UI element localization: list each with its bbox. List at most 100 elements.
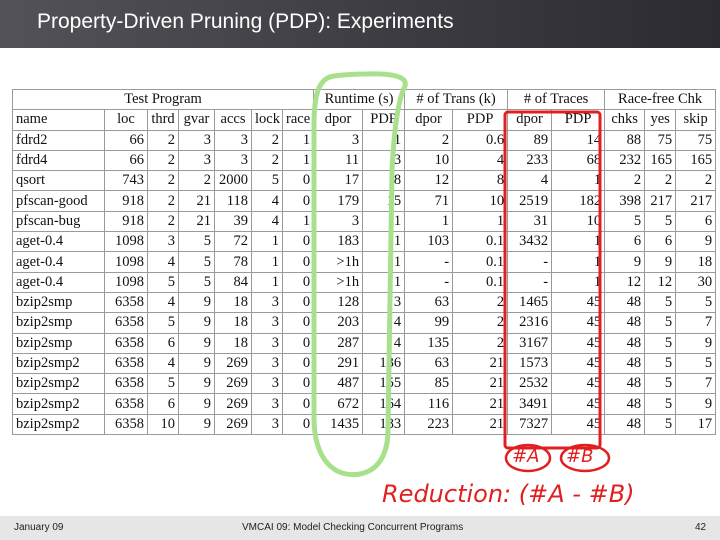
program-name-cell: qsort bbox=[12, 170, 105, 192]
table-cell: 269 bbox=[214, 373, 252, 395]
column-header-cell: PDP bbox=[362, 109, 406, 131]
table-row: qsort 743 2 2 2000 5 0 17 8 12 8 4 1 2 2 2 bbox=[12, 170, 717, 192]
table-row: bzip2smp 6358 4 9 18 3 0 128 3 63 2 1465 45 48 5 5 bbox=[12, 291, 717, 314]
table-cell: 4 bbox=[362, 312, 406, 334]
table-cell: 3 bbox=[251, 373, 283, 395]
table-cell: 9 bbox=[675, 332, 717, 354]
table-cell: 0 bbox=[281, 332, 315, 354]
table-cell: 2 bbox=[644, 170, 677, 192]
table-cell: 5 bbox=[604, 210, 646, 233]
program-name-cell: fdrd2 bbox=[12, 129, 105, 151]
group-header-cell: Race-free Chk bbox=[604, 88, 717, 111]
table-row: pfscan-good 918 2 21 118 4 0 179 15 71 10 2519 182 39… bbox=[12, 190, 717, 212]
table-row: bzip2smp2 6358 6 9 269 3 0 672 164 116 21 3491 45 48 5… bbox=[12, 393, 717, 415]
table-cell: 5 bbox=[675, 352, 717, 375]
table-cell: 1 bbox=[362, 129, 406, 151]
table-cell: 1 bbox=[281, 129, 315, 151]
table-cell: 233 bbox=[507, 149, 553, 172]
table-cell: 5 bbox=[644, 332, 677, 354]
results-table-wrapper: Test Program Runtime (s) # of Trans (k) # o… bbox=[11, 88, 717, 447]
program-name-cell: aget-0.4 bbox=[12, 271, 105, 293]
table-cell: 2 bbox=[452, 332, 509, 354]
table-cell: 2 bbox=[147, 210, 179, 233]
program-name-cell: bzip2smp2 bbox=[12, 373, 105, 395]
table-cell: 918 bbox=[104, 210, 148, 233]
table-cell: 99 bbox=[404, 312, 454, 334]
table-cell: 18 bbox=[214, 312, 252, 334]
table-row: bzip2smp2 6358 4 9 269 3 0 291 136 63 21 1573 45 48 5 5 bbox=[12, 352, 717, 375]
table-cell: 3491 bbox=[507, 393, 553, 415]
column-header-cell: yes bbox=[644, 109, 677, 131]
table-cell: 12 bbox=[604, 271, 646, 293]
table-cell: 8 bbox=[362, 170, 406, 192]
table-cell: 179 bbox=[313, 190, 364, 212]
table-cell: 2 bbox=[147, 170, 179, 192]
table-cell: 743 bbox=[104, 170, 148, 192]
table-cell: 9 bbox=[675, 393, 717, 415]
table-cell: 5 bbox=[644, 393, 677, 415]
table-cell: 0.1 bbox=[452, 271, 509, 293]
table-cell: 4 bbox=[147, 251, 179, 273]
table-cell: 5 bbox=[178, 231, 215, 253]
table-row: aget-0.4 1098 3 5 72 1 0 183 1 103 0.1 3432 1 6 6 9 bbox=[12, 231, 717, 253]
table-cell: 45 bbox=[551, 332, 606, 354]
table-cell: 9 bbox=[178, 332, 215, 354]
table-cell: 1 bbox=[251, 231, 283, 253]
table-cell: 135 bbox=[404, 332, 454, 354]
table-cell: 6358 bbox=[104, 373, 148, 395]
table-cell: 1465 bbox=[507, 291, 553, 314]
table-cell: 6358 bbox=[104, 413, 148, 436]
slide-footer: January 09 VMCAI 09: Model Checking Conc… bbox=[0, 516, 720, 540]
table-cell: 11 bbox=[313, 149, 364, 172]
table-cell: 2 bbox=[147, 149, 179, 172]
table-cell: 103 bbox=[404, 231, 454, 253]
table-cell: 89 bbox=[507, 129, 553, 151]
table-cell: 9 bbox=[178, 312, 215, 334]
column-header-cell: dpor bbox=[313, 109, 364, 131]
table-cell: 5 bbox=[644, 210, 677, 233]
table-cell: 4 bbox=[251, 190, 283, 212]
column-header-cell: chks bbox=[604, 109, 646, 131]
annotation-label-a: #A bbox=[512, 446, 540, 467]
table-cell: 10 bbox=[147, 413, 179, 436]
table-cell: 8 bbox=[452, 170, 509, 192]
table-row: bzip2smp2 6358 5 9 269 3 0 487 155 85 21 2532 45 48 5 7 bbox=[12, 373, 717, 395]
table-cell: 7 bbox=[675, 373, 717, 395]
program-name-cell: pfscan-good bbox=[12, 190, 105, 212]
table-cell: 31 bbox=[507, 210, 553, 233]
table-cell: 0 bbox=[281, 413, 315, 436]
table-cell: 5 bbox=[178, 271, 215, 293]
table-cell: 2 bbox=[147, 190, 179, 212]
table-cell: 183 bbox=[313, 231, 364, 253]
table-cell: 15 bbox=[362, 190, 406, 212]
table-cell: 39 bbox=[214, 210, 252, 233]
table-cell: 4 bbox=[507, 170, 553, 192]
table-cell: 6 bbox=[604, 231, 646, 253]
table-cell: 0.6 bbox=[452, 129, 509, 151]
table-cell: >1h bbox=[313, 271, 364, 293]
table-cell: 1 bbox=[362, 231, 406, 253]
table-cell: 5 bbox=[251, 170, 283, 192]
table-cell: 3 bbox=[251, 413, 283, 436]
table-cell: 5 bbox=[644, 373, 677, 395]
table-cell: 6 bbox=[675, 210, 717, 233]
table-cell: 85 bbox=[404, 373, 454, 395]
table-cell: 2532 bbox=[507, 373, 553, 395]
table-cell: 78 bbox=[214, 251, 252, 273]
table-row: bzip2smp 6358 5 9 18 3 0 203 4 99 2 2316 45 48 5 7 bbox=[12, 312, 717, 334]
table-cell: 1 bbox=[281, 210, 315, 233]
table-cell: 3 bbox=[251, 332, 283, 354]
table-cell: - bbox=[404, 251, 454, 273]
title-bar: Property-Driven Pruning (PDP): Experimen… bbox=[0, 0, 720, 48]
table-cell: 6 bbox=[147, 393, 179, 415]
group-header-cell: # of Trans (k) bbox=[404, 88, 509, 111]
table-cell: 21 bbox=[178, 190, 215, 212]
table-cell: 18 bbox=[675, 251, 717, 273]
table-cell: 9 bbox=[178, 413, 215, 436]
group-header-cell: # of Traces bbox=[507, 88, 606, 111]
footer-page-number: 42 bbox=[695, 522, 707, 533]
table-cell: 0 bbox=[281, 170, 315, 192]
table-cell: 1 bbox=[362, 210, 406, 233]
table-cell: 1 bbox=[362, 251, 406, 273]
table-cell: 30 bbox=[675, 271, 717, 293]
